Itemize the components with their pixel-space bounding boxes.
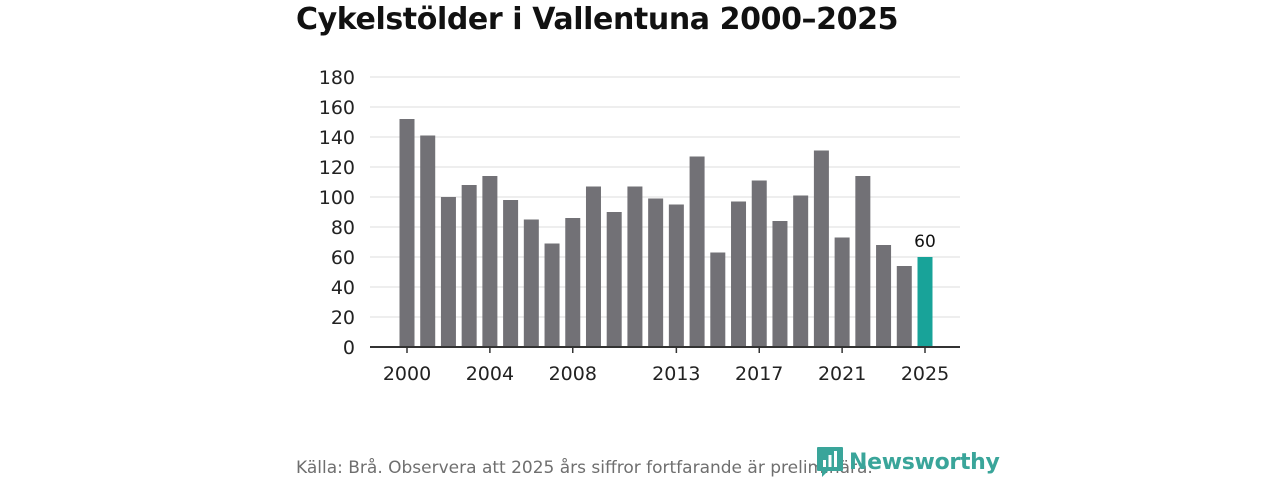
y-tick-label: 60	[331, 247, 355, 269]
x-tick-label: 2017	[735, 363, 783, 385]
data-label-2025: 60	[914, 232, 936, 252]
bar-2021	[834, 237, 850, 347]
bar-2005	[503, 200, 519, 347]
bar-chart-badge-icon	[817, 447, 843, 477]
data-labels: 60	[914, 232, 936, 252]
bar-2024	[896, 266, 912, 347]
x-tick-label: 2008	[549, 363, 597, 385]
bar-2007	[544, 243, 560, 347]
brand-name: Newsworthy	[849, 449, 1000, 475]
bar-2008	[565, 218, 581, 347]
bar-2004	[482, 176, 498, 347]
y-tick-label: 140	[319, 127, 355, 149]
chart-title: Cykelstölder i Vallentuna 2000–2025	[296, 2, 899, 37]
bar-2000	[399, 119, 415, 347]
bar-2006	[523, 219, 539, 347]
y-axis-ticks: 0 20 40 60 80 100 120 140 160 180	[319, 67, 355, 359]
bar-2002	[440, 197, 456, 347]
bar-2010	[606, 212, 622, 347]
y-tick-label: 180	[319, 67, 355, 89]
x-tick-label: 2004	[466, 363, 514, 385]
bar-2001	[420, 135, 436, 347]
y-tick-label: 0	[343, 337, 355, 359]
y-tick-label: 160	[319, 97, 355, 119]
bar-2013	[668, 204, 684, 347]
bar-2012	[648, 198, 664, 347]
bar-2014	[689, 156, 705, 347]
grid-lines	[370, 76, 960, 318]
x-tick-label: 2013	[652, 363, 700, 385]
bar-2018	[772, 221, 788, 347]
x-tick-label: 2021	[818, 363, 866, 385]
bar-2022	[855, 176, 871, 347]
bar-2015	[710, 252, 726, 347]
bar-2025	[917, 257, 933, 347]
bar-2016	[731, 201, 747, 347]
y-tick-label: 80	[331, 217, 355, 239]
y-tick-label: 20	[331, 307, 355, 329]
brand-logo[interactable]: Newsworthy	[816, 446, 1000, 478]
x-tick-label: 2000	[383, 363, 431, 385]
bar-2009	[585, 186, 601, 347]
bar-2020	[813, 150, 829, 347]
y-tick-label: 40	[331, 277, 355, 299]
source-note: Källa: Brå. Observera att 2025 års siffr…	[296, 458, 873, 478]
bar-2011	[627, 186, 643, 347]
bars	[399, 119, 933, 347]
bar-2019	[793, 195, 809, 347]
bar-2017	[751, 180, 767, 347]
y-tick-label: 120	[319, 157, 355, 179]
x-tick-label: 2025	[901, 363, 949, 385]
bar-2023	[876, 245, 892, 347]
bar-2003	[461, 185, 477, 347]
x-axis-ticks: 2000 2004 2008 2013 2017 2021 2025	[383, 347, 949, 385]
y-tick-label: 100	[319, 187, 355, 209]
